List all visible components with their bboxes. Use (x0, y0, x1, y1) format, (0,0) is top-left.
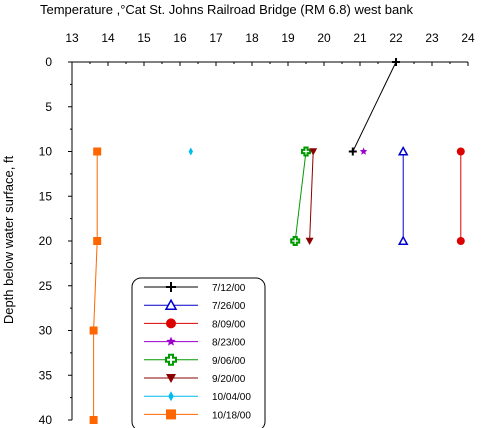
x-tick-label: 13 (65, 31, 79, 45)
x-tick-label: 24 (461, 31, 475, 45)
y-tick-label: 0 (45, 55, 52, 69)
data-point (309, 148, 318, 156)
series-2 (397, 145, 409, 245)
series-5 (290, 146, 311, 246)
legend-marker (166, 374, 176, 383)
data-point (301, 146, 311, 157)
legend-label: 8/09/00 (212, 319, 246, 330)
y-tick-label: 15 (39, 189, 53, 203)
y-axis-label: Depth below water surface, ft (1, 155, 16, 324)
x-tick-label: 15 (137, 31, 151, 45)
y-tick-label: 25 (39, 279, 53, 293)
x-tick-label: 20 (317, 31, 331, 45)
x-tick-label: 23 (425, 31, 439, 45)
data-point (290, 236, 301, 246)
legend-item: 8/23/00 (144, 336, 246, 349)
legend-marker (166, 282, 176, 292)
data-point (305, 237, 314, 245)
y-axis: 0 5 10 15 20 25 30 35 40 (39, 55, 73, 427)
legend-label: 9/20/00 (212, 374, 246, 385)
legend-label: 7/26/00 (212, 301, 246, 312)
data-point (348, 147, 357, 156)
series-line (294, 151, 307, 242)
legend-label: 8/23/00 (212, 338, 246, 349)
legend-item: 7/12/00 (144, 282, 246, 294)
data-point (456, 237, 465, 245)
data-point (456, 147, 465, 156)
y-tick-label: 30 (39, 324, 53, 338)
series-4 (359, 147, 368, 155)
legend-item: 10/04/00 (144, 391, 251, 403)
x-tick-label: 14 (101, 31, 115, 45)
y-tick-label: 10 (39, 145, 53, 159)
series-layer (89, 58, 465, 424)
legend-marker (165, 353, 177, 366)
series-3 (456, 147, 465, 245)
series-1 (348, 58, 400, 156)
data-point (359, 147, 368, 155)
series-7 (188, 147, 193, 156)
legend-marker (164, 298, 178, 310)
data-point (89, 326, 98, 335)
series-8 (89, 147, 102, 424)
series-line (93, 151, 98, 420)
y-tick-label: 20 (39, 234, 53, 248)
data-point (188, 147, 193, 156)
data-point (89, 416, 98, 424)
legend-item: 9/06/00 (144, 353, 246, 367)
legend: 7/12/00 7/26/00 8/09/00 8/23/00 9/06/00 9/20/… (131, 277, 266, 428)
legend-box (131, 277, 266, 428)
legend-label: 7/12/00 (212, 283, 246, 294)
x-tick-label: 21 (353, 31, 367, 45)
legend-marker (166, 318, 176, 329)
chart-title: Temperature ,°Cat St. Johns Railroad Bri… (40, 2, 413, 17)
legend-item: 7/26/00 (144, 298, 246, 312)
data-point (397, 145, 409, 156)
series-line (352, 61, 397, 152)
legend-label: 9/06/00 (212, 356, 246, 367)
legend-label: 10/04/00 (212, 392, 251, 403)
y-tick-label: 5 (45, 100, 52, 114)
x-tick-label: 22 (389, 31, 403, 45)
x-tick-label: 17 (209, 31, 223, 45)
legend-marker (168, 391, 174, 402)
x-tick-label: 19 (281, 31, 295, 45)
y-tick-label: 40 (39, 413, 53, 427)
y-tick-label: 35 (39, 368, 53, 382)
legend-item: 9/20/00 (144, 374, 246, 385)
legend-item: 10/18/00 (144, 409, 251, 421)
legend-marker (166, 409, 176, 420)
x-axis: 13 14 15 16 17 18 19 20 21 22 23 24 (65, 31, 475, 66)
data-point (392, 58, 400, 66)
data-point (93, 147, 102, 156)
legend-label: 10/18/00 (212, 410, 251, 421)
legend-item: 8/09/00 (144, 318, 246, 330)
x-tick-label: 16 (173, 31, 187, 45)
legend-marker (166, 336, 176, 346)
data-point (397, 235, 409, 245)
data-point (93, 237, 102, 245)
series-line (309, 151, 314, 242)
series-6 (305, 148, 318, 245)
x-tick-label: 18 (245, 31, 259, 45)
